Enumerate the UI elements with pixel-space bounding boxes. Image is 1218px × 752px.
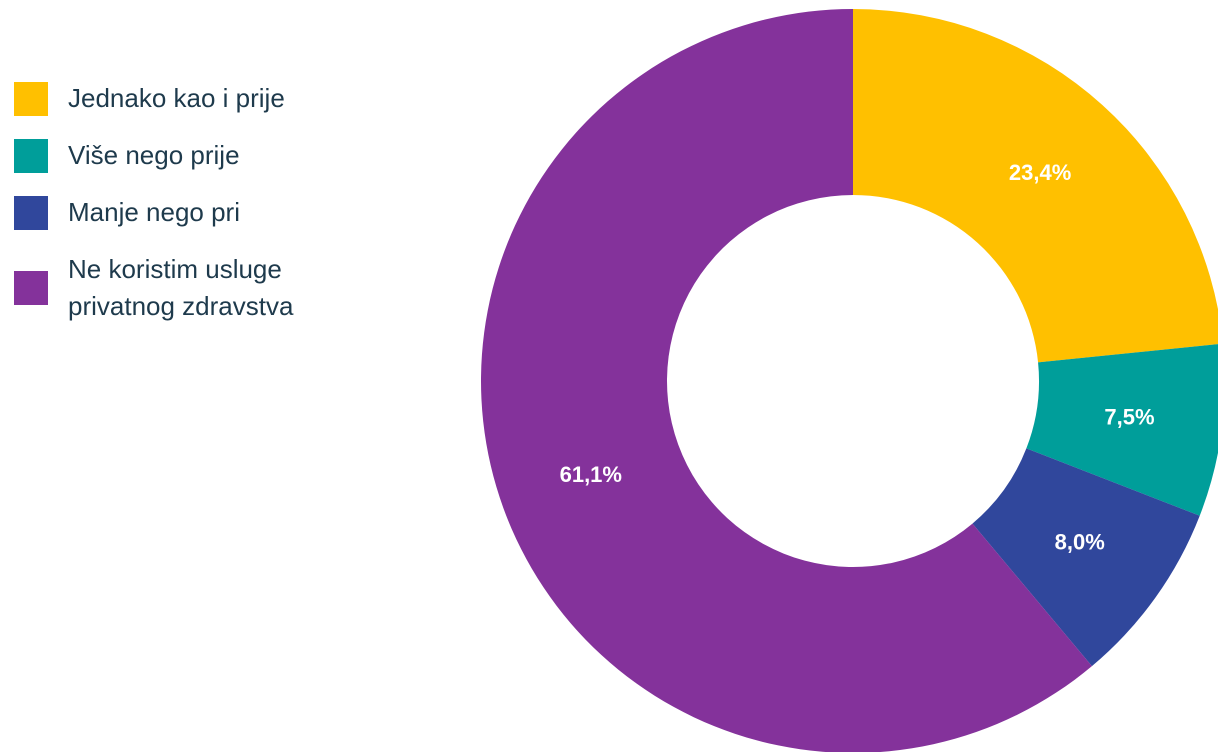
donut-slice [853,9,1218,363]
value-label: 23,4% [1009,160,1071,185]
value-label: 7,5% [1104,404,1154,429]
legend: Jednako kao i prije Više nego prije Manje … [14,80,348,345]
legend-swatch [14,195,48,230]
donut-slice [972,448,1200,667]
legend-swatch [14,138,48,173]
donut-slice [1026,344,1218,516]
legend-swatch [14,271,48,305]
donut-slice [481,9,1092,752]
legend-label: Manje nego pri [68,197,240,227]
value-label: 8,0% [1055,529,1105,554]
legend-swatch [14,81,48,116]
legend-item: Jednako kao i prije [14,80,348,117]
legend-label: Više nego prije [68,140,240,170]
legend-item: Više nego prije [14,137,348,174]
value-label: 61,1% [560,462,622,487]
legend-item: Manje nego pri [14,194,348,231]
legend-label: Ne koristim usluge privatnog zdravstva [68,254,294,321]
legend-label: Jednako kao i prije [68,83,285,113]
legend-item: Ne koristim usluge privatnog zdravstva [14,251,348,325]
